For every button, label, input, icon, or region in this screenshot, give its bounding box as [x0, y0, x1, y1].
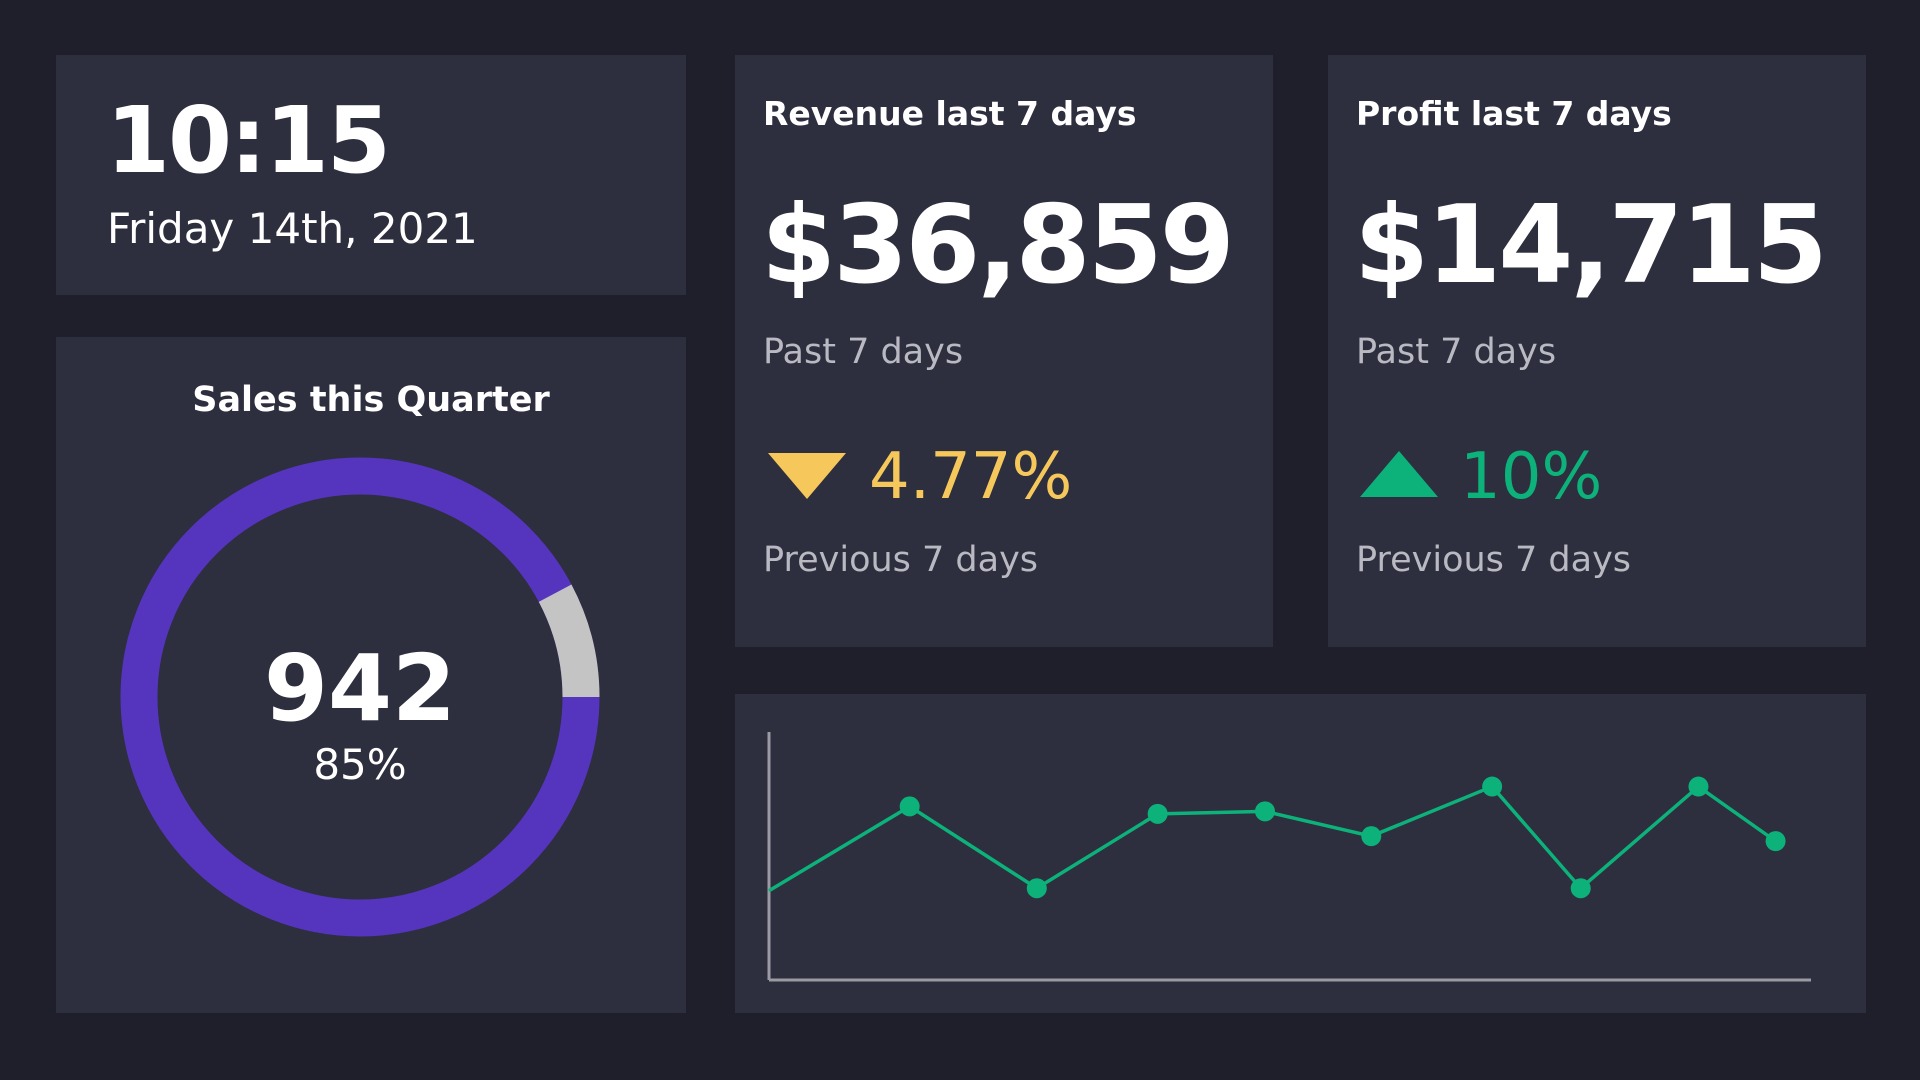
data-point [899, 796, 920, 817]
series-line [768, 784, 1777, 893]
profit-title: Profit last 7 days [1356, 94, 1672, 133]
clock-card: 10:15 Friday 14th, 2021 [56, 55, 686, 295]
data-point [1570, 878, 1591, 899]
profit-change: 10% [1460, 440, 1603, 514]
revenue-card: Revenue last 7 days $36,859 Past 7 days … [735, 55, 1273, 647]
profit-period: Past 7 days [1356, 332, 1557, 372]
donut-remainder-arc [538, 584, 600, 698]
triangle-down-icon [768, 453, 846, 499]
revenue-change: 4.77% [869, 440, 1073, 514]
clock-time: 10:15 [106, 87, 391, 194]
data-point [1147, 803, 1168, 824]
data-point [1482, 776, 1503, 797]
data-point [1361, 826, 1382, 847]
sales-title: Sales this Quarter [192, 380, 550, 420]
sales-value: 942 [263, 635, 457, 742]
clock-date: Friday 14th, 2021 [107, 204, 478, 253]
revenue-value: $36,859 [761, 183, 1235, 308]
profit-value: $14,715 [1354, 183, 1828, 308]
revenue-title: Revenue last 7 days [763, 94, 1137, 133]
line-chart [767, 732, 1811, 982]
profit-card: Profit last 7 days $14,715 Past 7 days 1… [1328, 55, 1866, 647]
revenue-comparison: Previous 7 days [763, 540, 1039, 580]
profit-comparison: Previous 7 days [1356, 540, 1632, 580]
sales-percent: 85% [313, 740, 407, 789]
sales-donut [120, 457, 600, 937]
triangle-up-icon [1360, 451, 1438, 497]
data-point [1026, 878, 1047, 899]
data-point [1765, 831, 1786, 852]
revenue-period: Past 7 days [763, 332, 964, 372]
data-point [1688, 776, 1709, 797]
sales-card: Sales this Quarter 942 85% [56, 337, 686, 1013]
data-point [1254, 801, 1275, 822]
line-chart-card [735, 694, 1866, 1013]
